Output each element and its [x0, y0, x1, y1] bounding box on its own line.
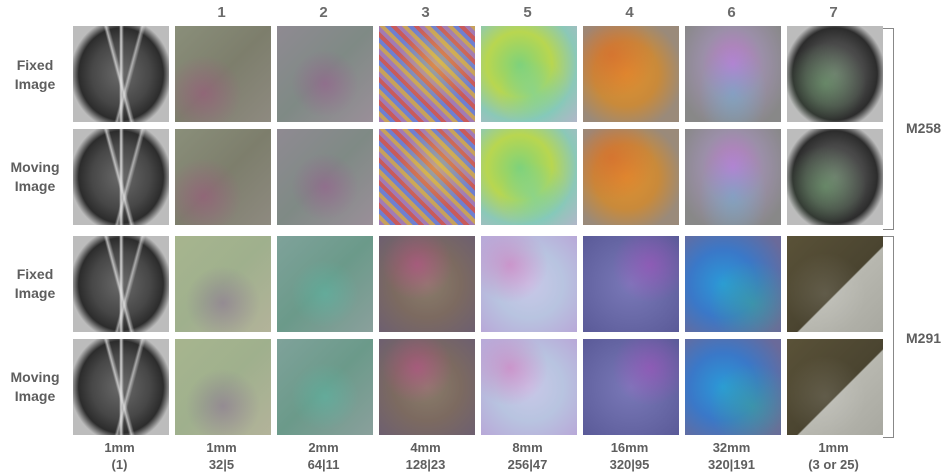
col-footer-1: 1mm 32|5 [206, 440, 237, 472]
col-footer-7: 1mm (3 or 25) [808, 440, 859, 472]
feature-tile-r2-c7 [787, 236, 883, 332]
feature-tile-r2-c5 [583, 236, 679, 332]
feature-tile-r2-c4 [481, 236, 577, 332]
feature-tile-r1-c6 [685, 129, 781, 225]
tile-texture [787, 236, 883, 332]
tile-texture [379, 26, 475, 122]
tile-texture [277, 339, 373, 435]
tile-texture [175, 129, 271, 225]
col-footer-5: 16mm 320|95 [609, 440, 650, 472]
feature-tile-r2-c3 [379, 236, 475, 332]
tile-texture [685, 236, 781, 332]
tile-texture [583, 236, 679, 332]
tile-texture [73, 26, 169, 122]
group-label-m258: M258 [906, 120, 942, 136]
col-footer-3: 4mm 128|23 [405, 440, 446, 472]
tile-texture [175, 236, 271, 332]
tile-texture [277, 26, 373, 122]
feature-tile-r0-c6 [685, 26, 781, 122]
tile-texture [379, 129, 475, 225]
feature-tile-r2-c1 [175, 236, 271, 332]
feature-tile-r3-c5 [583, 339, 679, 435]
tile-texture [73, 129, 169, 225]
feature-tile-r0-c0 [73, 26, 169, 122]
col-header-6: 6 [727, 4, 736, 21]
col-footer-0: 1mm (1) [104, 440, 135, 472]
col-header-5: 4 [625, 4, 634, 21]
feature-tile-r3-c3 [379, 339, 475, 435]
feature-tile-r1-c1 [175, 129, 271, 225]
row-label-1: Moving Image [10, 159, 60, 194]
tile-texture [277, 129, 373, 225]
group-bracket-m258 [883, 28, 894, 230]
col-header-3: 3 [421, 4, 430, 21]
group-bracket-m291 [883, 236, 894, 438]
group-label-m291: M291 [906, 330, 942, 346]
row-label-3: Moving Image [10, 369, 60, 404]
feature-tile-r1-c3 [379, 129, 475, 225]
col-footer-6: 32mm 320|191 [707, 440, 756, 472]
col-footer-2: 2mm 64|11 [307, 440, 340, 472]
tile-texture [787, 129, 883, 225]
feature-tile-r0-c5 [583, 26, 679, 122]
tile-texture [481, 26, 577, 122]
feature-tile-r1-c2 [277, 129, 373, 225]
tile-texture [175, 26, 271, 122]
feature-tile-r2-c2 [277, 236, 373, 332]
tile-texture [379, 236, 475, 332]
col-header-1: 1 [217, 4, 226, 21]
col-header-7: 7 [829, 4, 838, 21]
tile-texture [685, 129, 781, 225]
tile-texture [481, 339, 577, 435]
tile-texture [583, 129, 679, 225]
tile-texture [685, 26, 781, 122]
tile-texture [685, 339, 781, 435]
tile-texture [175, 339, 271, 435]
feature-tile-r3-c0 [73, 339, 169, 435]
feature-tile-r0-c2 [277, 26, 373, 122]
feature-tile-r0-c4 [481, 26, 577, 122]
tile-texture [277, 236, 373, 332]
row-label-2: Fixed Image [14, 266, 56, 301]
tile-texture [583, 26, 679, 122]
feature-tile-r1-c0 [73, 129, 169, 225]
row-label-0: Fixed Image [14, 57, 56, 92]
feature-tile-r0-c3 [379, 26, 475, 122]
feature-tile-r3-c1 [175, 339, 271, 435]
tile-texture [787, 26, 883, 122]
feature-tile-r2-c6 [685, 236, 781, 332]
feature-tile-r3-c4 [481, 339, 577, 435]
feature-tile-r3-c7 [787, 339, 883, 435]
col-header-4: 5 [523, 4, 532, 21]
feature-tile-r2-c0 [73, 236, 169, 332]
tile-texture [787, 339, 883, 435]
tile-texture [379, 339, 475, 435]
feature-tile-r1-c7 [787, 129, 883, 225]
feature-tile-r3-c2 [277, 339, 373, 435]
tile-texture [73, 236, 169, 332]
feature-tile-r1-c4 [481, 129, 577, 225]
feature-tile-r3-c6 [685, 339, 781, 435]
tile-texture [481, 236, 577, 332]
col-header-2: 2 [319, 4, 328, 21]
feature-tile-r0-c7 [787, 26, 883, 122]
tile-texture [583, 339, 679, 435]
col-footer-4: 8mm 256|47 [507, 440, 548, 472]
tile-texture [73, 339, 169, 435]
feature-tile-r0-c1 [175, 26, 271, 122]
tile-texture [481, 129, 577, 225]
feature-tile-r1-c5 [583, 129, 679, 225]
